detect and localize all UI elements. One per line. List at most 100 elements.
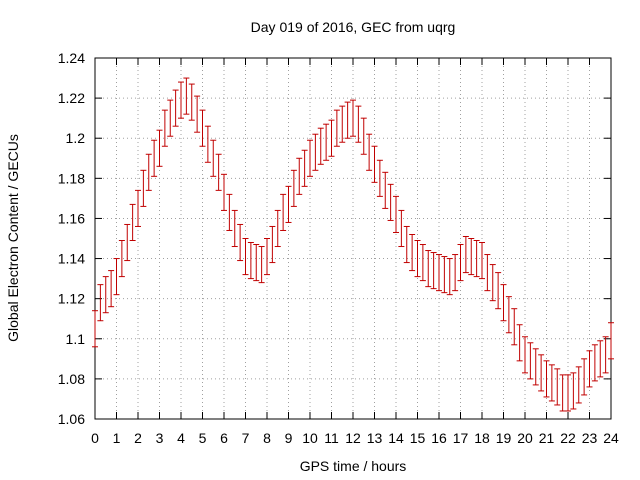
data-point: [145, 153, 152, 191]
x-tick-label: 22: [560, 430, 576, 446]
y-tick-label: 1.12: [58, 291, 85, 307]
data-point: [543, 360, 550, 398]
x-tick-label: 6: [220, 430, 228, 446]
data-point: [199, 109, 206, 147]
data-point: [253, 244, 260, 282]
y-axis-label: Global Electron Content / GECUs: [5, 134, 21, 342]
x-tick-label: 15: [410, 430, 426, 446]
x-tick-label: 13: [367, 430, 383, 446]
data-point: [285, 185, 292, 223]
x-tick-label: 4: [177, 430, 185, 446]
x-tick-label: 1: [113, 430, 121, 446]
data-point: [554, 368, 561, 406]
data-point: [500, 284, 507, 322]
x-tick-label: 17: [453, 430, 469, 446]
data-point: [548, 364, 555, 402]
data-point: [608, 322, 614, 360]
data-point: [597, 340, 604, 378]
data-point: [172, 89, 179, 127]
x-tick-label: 24: [603, 430, 619, 446]
data-point: [129, 203, 136, 242]
data-point: [376, 159, 383, 197]
data-point: [570, 372, 577, 410]
y-tick-label: 1.18: [58, 170, 85, 186]
data-point: [419, 244, 426, 282]
data-point: [344, 101, 351, 139]
data-point: [210, 139, 217, 177]
data-point: [204, 125, 211, 163]
x-tick-label: 10: [302, 430, 318, 446]
data-point: [409, 233, 416, 272]
data-point: [350, 99, 356, 137]
data-point: [398, 209, 405, 248]
x-tick-label: 0: [91, 430, 99, 446]
data-point: [221, 173, 227, 211]
data-point: [414, 240, 421, 278]
data-point: [462, 235, 469, 274]
x-tick-label: 11: [324, 430, 339, 446]
data-point: [108, 270, 115, 308]
data-point: [532, 348, 539, 386]
data-point: [296, 157, 303, 195]
data-point: [538, 354, 545, 392]
data-point: [565, 374, 571, 412]
data-point: [307, 139, 313, 177]
data-point: [382, 171, 389, 209]
data-point: [113, 258, 120, 296]
data-point: [581, 358, 588, 396]
data-point: [360, 117, 367, 155]
data-point: [183, 77, 190, 115]
data-point: [495, 272, 502, 310]
x-tick-label: 8: [263, 430, 271, 446]
data-point: [602, 336, 609, 374]
x-tick-label: 9: [285, 430, 293, 446]
data-point: [441, 256, 448, 294]
y-tick-label: 1.14: [58, 251, 85, 267]
x-tick-label: 12: [345, 430, 361, 446]
data-point: [425, 250, 432, 288]
data-point: [188, 83, 195, 121]
y-tick-label: 1.22: [58, 90, 85, 106]
data-point: [559, 374, 566, 412]
x-tick-label: 7: [242, 430, 250, 446]
data-point: [479, 242, 485, 280]
data-point: [333, 109, 340, 147]
data-point: [452, 254, 459, 292]
data-point: [312, 133, 319, 171]
data-point: [194, 95, 201, 133]
data-point: [264, 238, 270, 276]
data-point: [489, 264, 496, 302]
data-point: [167, 99, 174, 137]
y-tick-label: 1.16: [58, 210, 85, 226]
data-point: [258, 246, 265, 284]
data-point: [237, 223, 244, 262]
data-point: [215, 153, 222, 191]
data-point: [97, 284, 104, 322]
x-tick-label: 18: [474, 430, 490, 446]
data-point: [591, 344, 598, 382]
data-point: [317, 127, 324, 165]
data-point: [178, 81, 184, 119]
data-point: [301, 149, 308, 187]
data-point: [473, 240, 480, 278]
data-point: [118, 240, 125, 278]
data-point: [135, 189, 141, 227]
data-point: [516, 324, 523, 362]
data-point: [274, 209, 281, 248]
data-point: [269, 225, 276, 264]
x-tick-label: 16: [431, 430, 447, 446]
y-tick-label: 1.1: [66, 331, 86, 347]
data-point: [92, 310, 98, 348]
data-point: [156, 129, 163, 167]
data-point: [371, 145, 378, 183]
axis-ticks: 0 1 2 3 4 5 6 7 8 9 10 11 12 13 14 15 16 17 18 19 20 21 22 23 24…: [58, 50, 619, 446]
x-tick-label: 20: [517, 430, 533, 446]
x-tick-label: 21: [539, 430, 555, 446]
data-point: [575, 366, 582, 404]
data-point: [430, 252, 437, 290]
x-axis-label: GPS time / hours: [300, 458, 407, 474]
data-point: [586, 350, 593, 388]
data-point: [124, 223, 131, 262]
chart-title: Day 019 of 2016, GEC from uqrg: [251, 19, 456, 35]
